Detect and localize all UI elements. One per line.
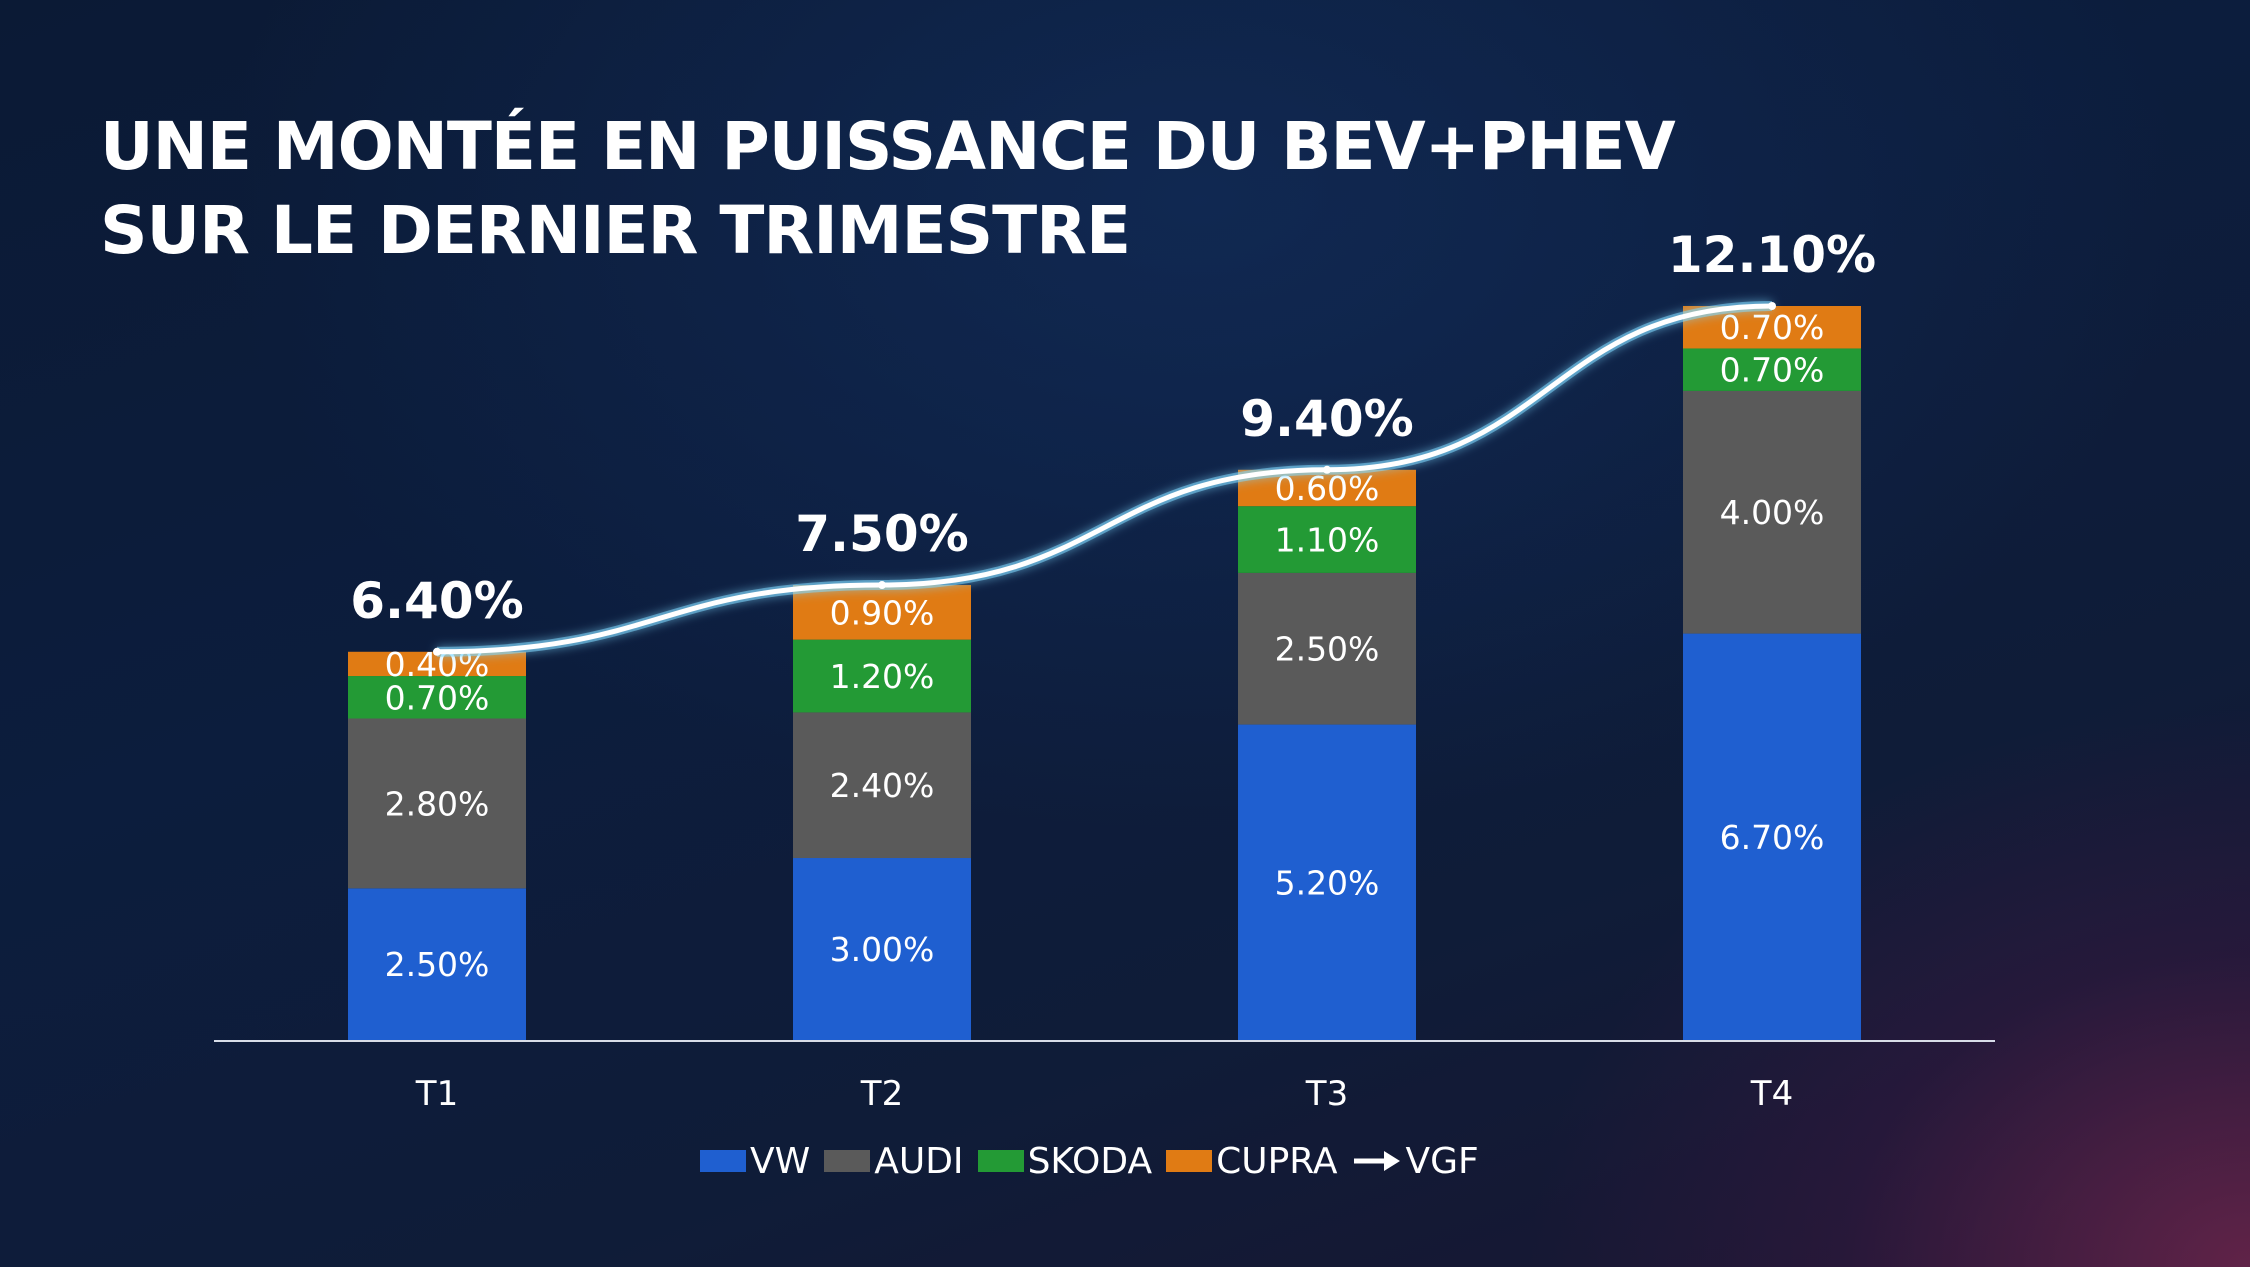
- total-label-t2: 7.50%: [795, 505, 968, 563]
- legend-item-vgf: VGF: [1352, 1141, 1479, 1182]
- legend-label-cupra: CUPRA: [1216, 1140, 1338, 1182]
- legend-item-audi: AUDI: [824, 1140, 964, 1182]
- bar-stack-t4: 6.70% 4.00% 0.70% 0.70%: [1683, 306, 1861, 1040]
- bars-layer: 2.50%2.80%0.70%0.40%3.00%2.40%1.20%0.90%…: [348, 306, 1861, 1040]
- vgf-line-layer: [433, 301, 1776, 657]
- bar-segment-vw-t1: [348, 888, 526, 1040]
- data-label-audi-t3: 2.50%: [1275, 630, 1380, 669]
- bar-stack-t3: 5.20%2.50%1.10%0.60%: [1238, 469, 1416, 1040]
- legend-item-cupra: CUPRA: [1166, 1140, 1338, 1182]
- bar-segment-audi-t4: [1683, 390, 1861, 634]
- vgf-point-t3: [1323, 465, 1331, 474]
- bar-segment-audi-t2: [793, 712, 971, 859]
- bar-segment-cupra-t2: [793, 585, 971, 640]
- x-tick-label-t1: T1: [415, 1074, 458, 1114]
- data-label-cupra-t4: 0.70%: [1720, 308, 1825, 347]
- x-tick-label-t4: T4: [1750, 1074, 1793, 1114]
- bar-stack-t2: 3.00% 2.40% 1.20% 0.90%: [793, 585, 971, 1040]
- data-label-vw-t3: 5.20%: [1275, 863, 1380, 902]
- bar-segment-audi-t1: [348, 718, 526, 889]
- bar-segment-skoda-t2: [793, 639, 971, 713]
- chart-title-line-2: SUR LE DERNIER TRIMESTRE: [100, 192, 1131, 269]
- total-label-t1: 6.40%: [350, 572, 523, 630]
- data-label-audi-t2: 2.40%: [830, 766, 935, 805]
- data-label-audi-t4: 4.00%: [1720, 493, 1825, 532]
- bar-stack-t1: 2.50%2.80%0.70%0.40%: [348, 645, 526, 1040]
- vgf-line: [436, 303, 1773, 655]
- legend-swatch-vw: [700, 1150, 746, 1172]
- vgf-point-t1: [433, 647, 441, 656]
- bar-segment-skoda-t1: [348, 676, 526, 719]
- legend-swatch-audi: [824, 1150, 871, 1172]
- chart-title-line-1: UNE MONTÉE EN PUISSANCE DU BEV+PHEV: [100, 108, 1676, 185]
- legend-label-vw: VW: [750, 1140, 811, 1182]
- total-labels: 6.40% 7.50% 9.40% 12.10%: [350, 226, 1876, 630]
- vgf-point-t4: [1768, 302, 1776, 310]
- bar-segment-skoda-t4: [1683, 348, 1861, 391]
- bar-segment-vw-t2: [793, 858, 971, 1040]
- x-tick-labels: T1 T2 T3 T4: [415, 1074, 1793, 1114]
- legend-label-skoda: SKODA: [1027, 1140, 1153, 1182]
- bar-segment-vw-t4: [1683, 633, 1861, 1040]
- total-label-t4: 12.10%: [1668, 226, 1876, 284]
- data-label-cupra-t2: 0.90%: [830, 593, 935, 632]
- vgf-point-t2: [878, 581, 886, 590]
- legend-arrow-icon: [1353, 1151, 1400, 1171]
- data-label-skoda-t4: 0.70%: [1720, 351, 1825, 390]
- bar-segment-audi-t3: [1238, 572, 1416, 725]
- data-label-vw-t4: 6.70%: [1720, 818, 1825, 857]
- data-label-skoda-t1: 0.70%: [385, 678, 490, 717]
- legend-label-vgf: VGF: [1405, 1140, 1479, 1182]
- legend-item-vw: VW: [700, 1141, 810, 1182]
- vgf-line-glow: [436, 301, 1773, 657]
- data-label-skoda-t3: 1.10%: [1275, 521, 1380, 560]
- legend-swatch-cupra: [1166, 1150, 1213, 1172]
- bar-segment-skoda-t3: [1238, 506, 1416, 573]
- chart-title: UNE MONTÉE EN PUISSANCE DU BEV+PHEV SUR …: [100, 105, 1700, 273]
- x-tick-label-t3: T3: [1305, 1074, 1348, 1114]
- data-label-skoda-t2: 1.20%: [830, 657, 935, 696]
- data-label-vw-t1: 2.50%: [385, 945, 490, 984]
- legend-swatch-skoda: [977, 1150, 1024, 1172]
- data-label-audi-t1: 2.80%: [385, 784, 490, 823]
- data-label-vw-t2: 3.00%: [830, 930, 935, 969]
- legend-item-skoda: SKODA: [977, 1140, 1153, 1182]
- chart-legend: VW AUDI SKODA CUPRA VGF: [700, 1138, 1493, 1184]
- x-tick-label-t2: T2: [860, 1074, 903, 1114]
- total-label-t3: 9.40%: [1240, 390, 1413, 448]
- legend-label-audi: AUDI: [874, 1140, 964, 1182]
- bar-segment-vw-t3: [1238, 724, 1416, 1040]
